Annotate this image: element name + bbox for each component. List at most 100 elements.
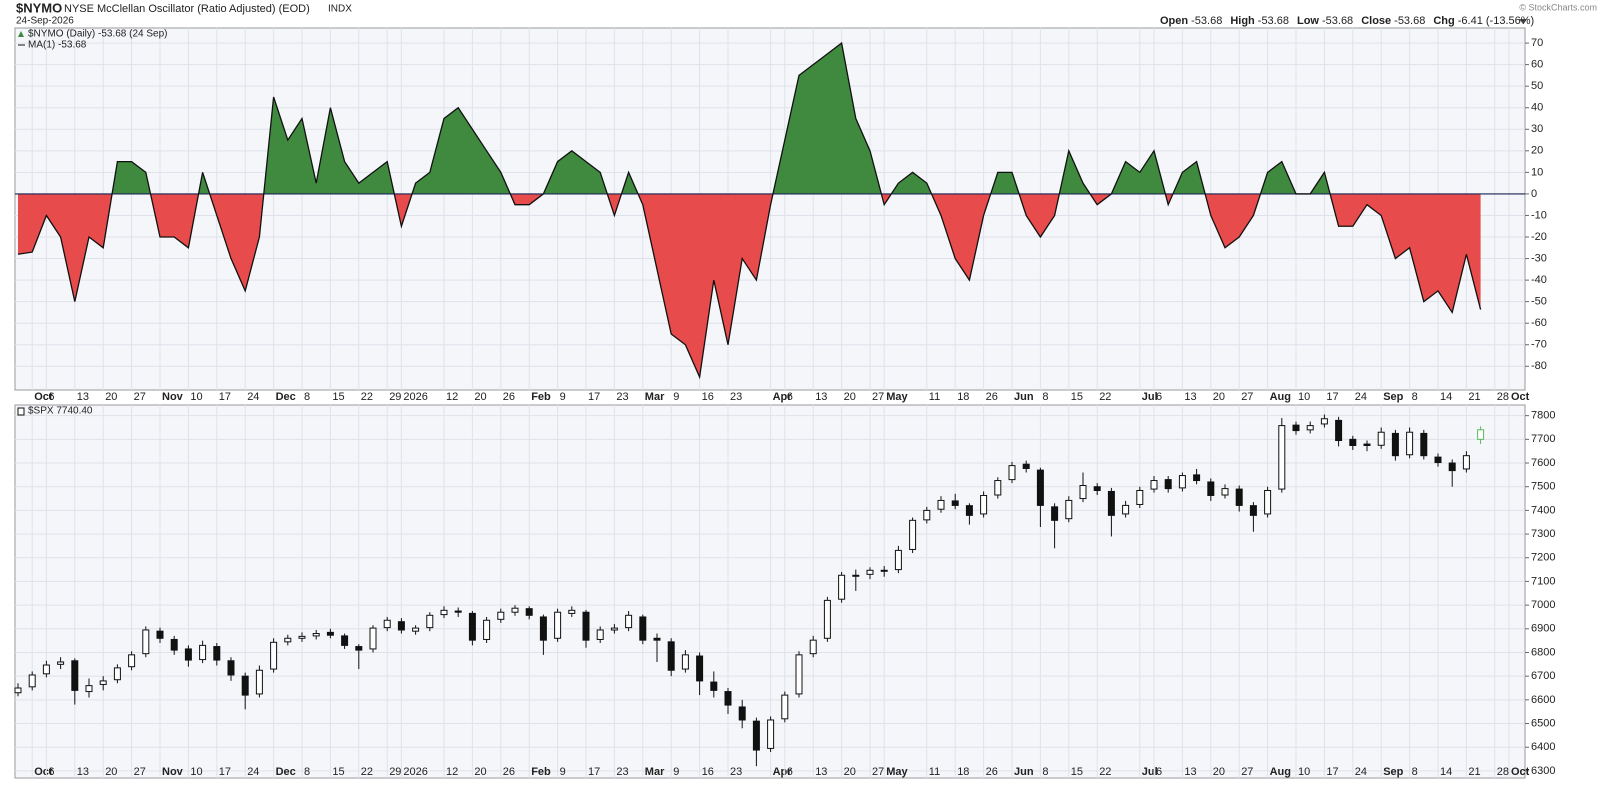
y-tick-label: 7300 [1531, 528, 1555, 540]
candle-body [312, 633, 320, 637]
x-tick-label: 9 [673, 391, 679, 403]
candle-body [383, 619, 391, 629]
y-tick-label: 7800 [1531, 410, 1555, 422]
candle-body [767, 719, 775, 749]
candle-body [483, 619, 491, 640]
x-tick-label: Aug [1270, 766, 1291, 778]
x-tick-label: 17 [588, 391, 600, 403]
candle-body [951, 500, 959, 506]
quote-menu[interactable] [1519, 19, 1527, 24]
y-tick-label: 7000 [1531, 599, 1555, 611]
x-tick-label: 27 [872, 766, 884, 778]
y-tick-label: 6400 [1531, 741, 1555, 753]
y-tick-label: 6600 [1531, 694, 1555, 706]
x-tick-label: 2026 [403, 766, 427, 778]
candle-body [752, 720, 760, 751]
x-tick-label: 26 [986, 766, 998, 778]
x-tick-label: 20 [844, 391, 856, 403]
y-tick-label: 0 [1531, 188, 1537, 200]
candle-body [170, 638, 178, 651]
x-tick-label: 8 [1412, 766, 1418, 778]
candle-body [99, 680, 107, 685]
legend-entry: MA(1) -53.68 [28, 40, 87, 51]
x-tick-label: 20 [1213, 391, 1225, 403]
candle-body [880, 569, 888, 572]
copyright: © StockCharts.com [1519, 2, 1597, 12]
x-tick-label: Mar [645, 766, 665, 778]
legend-icon [18, 31, 24, 37]
x-tick-label: 13 [77, 391, 89, 403]
quote-value: -53.68 [1394, 15, 1425, 27]
candle-body [1434, 456, 1442, 464]
candle-body [1377, 431, 1385, 446]
x-tick-label: 8 [1412, 391, 1418, 403]
x-tick-label: 21 [1468, 391, 1480, 403]
x-tick-label: 23 [616, 766, 628, 778]
candle-body [838, 574, 846, 600]
x-tick-label: 20 [844, 766, 856, 778]
candle-body [610, 627, 618, 631]
x-tick-label: 16 [702, 766, 714, 778]
x-tick-label: 6 [787, 391, 793, 403]
x-tick-label: Nov [162, 766, 184, 778]
x-tick-label: Apr [773, 766, 793, 778]
candle-body [1235, 488, 1243, 506]
y-tick-label: 10 [1531, 166, 1543, 178]
x-tick-label: Aug [1270, 391, 1291, 403]
candle-body [1391, 432, 1399, 457]
x-tick-label: 8 [304, 766, 310, 778]
candle-body [554, 611, 562, 639]
candle-body [255, 669, 263, 695]
candle-body [1164, 479, 1172, 490]
candle-body [1320, 418, 1328, 425]
x-tick-label: 22 [361, 391, 373, 403]
candle-body [823, 599, 831, 639]
x-tick-label: 14 [1440, 391, 1452, 403]
candle-body [937, 499, 945, 510]
x-tick-label: 28 [1497, 766, 1509, 778]
x-tick-label: Oct [1511, 391, 1530, 403]
quote-value: -53.68 [1191, 15, 1222, 27]
panel-spx [14, 404, 1526, 779]
candle-body [1477, 429, 1485, 440]
y-tick-label: 6300 [1531, 765, 1555, 777]
y-tick-label: 50 [1531, 80, 1543, 92]
x-tick-label: Oct [34, 766, 53, 778]
x-tick-label: 13 [1184, 391, 1196, 403]
x-tick-label: 23 [730, 766, 742, 778]
x-tick-label: 11 [929, 766, 940, 778]
x-tick-label: 10 [1298, 391, 1310, 403]
y-tick-label: 7400 [1531, 504, 1555, 516]
y-tick-label: 6800 [1531, 646, 1555, 658]
candle-body [852, 574, 860, 577]
candle-body [781, 694, 789, 720]
x-tick-label: 15 [1071, 391, 1083, 403]
candle-body [14, 687, 22, 694]
candle-body [795, 654, 803, 695]
symbol: $NYMO [16, 0, 62, 15]
candle-body [1306, 425, 1314, 431]
x-tick-label: 14 [1440, 766, 1452, 778]
x-tick-label: 6 [48, 766, 54, 778]
candle-body [1363, 443, 1371, 446]
y-tick-label: 7500 [1531, 481, 1555, 493]
x-tick-label: 6 [1156, 391, 1162, 403]
x-tick-label: 13 [815, 766, 827, 778]
x-tick-label: Dec [276, 766, 296, 778]
candle-body [1292, 424, 1300, 432]
x-tick-label: 12 [446, 766, 458, 778]
x-tick-label: 28 [1497, 391, 1509, 403]
candle-body [397, 621, 405, 631]
x-tick-label: 20 [105, 391, 117, 403]
x-tick-label: Oct [1511, 766, 1530, 778]
candle-body [965, 505, 973, 516]
candle-body [1036, 469, 1044, 506]
x-tick-label: 23 [616, 391, 628, 403]
y-tick-label: 7100 [1531, 575, 1555, 587]
quote-label: Low [1297, 15, 1319, 27]
x-tick-label: Feb [531, 391, 551, 403]
x-tick-label: 20 [105, 766, 117, 778]
y-tick-label: 70 [1531, 37, 1543, 49]
candle-body [539, 616, 547, 641]
y-tick-label: 7600 [1531, 457, 1555, 469]
